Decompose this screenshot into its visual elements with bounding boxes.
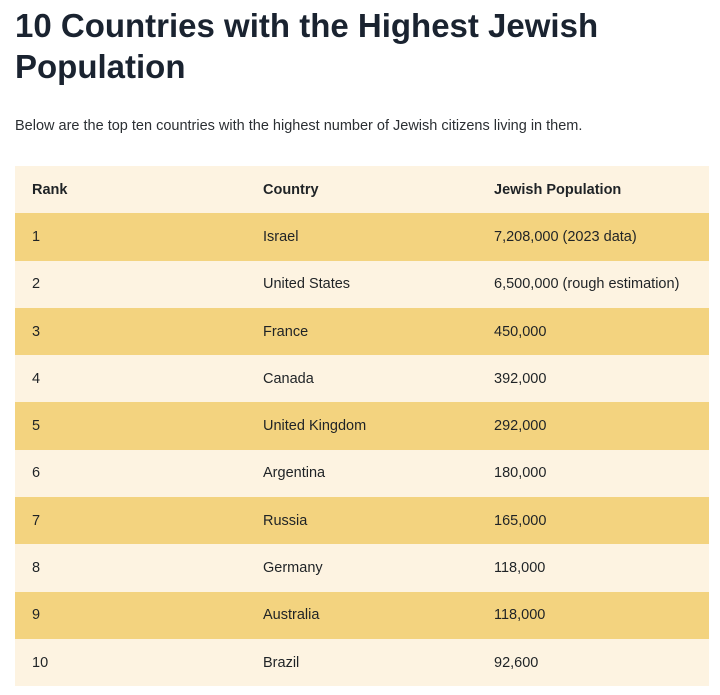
rank-cell: 1 (32, 228, 41, 245)
rank-cell: 3 (32, 323, 41, 340)
population-cell: 6,500,000 (rough estimation) (494, 276, 680, 293)
population-cell: 392,000 (494, 370, 547, 387)
population-cell: 92,600 (494, 654, 539, 671)
page-title: 10 Countries with the Highest Jewish Pop… (15, 7, 599, 85)
table-row: 5 United Kingdom 292,000 (15, 402, 709, 450)
country-cell: United States (263, 276, 351, 293)
rank-cell: 8 (32, 560, 41, 577)
country-cell: Brazil (263, 654, 300, 671)
population-cell: 165,000 (494, 512, 547, 529)
country-cell: Canada (263, 370, 314, 387)
table-row: 3 France 450,000 (15, 307, 709, 356)
table-row: 7 Russia 165,000 (15, 497, 709, 545)
country-cell: Germany (263, 560, 323, 577)
population-cell: 292,000 (494, 418, 547, 435)
table-header-row: Rank Country Jewish Population (15, 166, 709, 214)
country-cell: Israel (263, 228, 299, 245)
population-table: Rank Country Jewish Population 1 Israel … (15, 166, 709, 687)
country-cell: Russia (263, 512, 308, 529)
header-country: Country (263, 181, 319, 198)
rank-cell: 7 (32, 512, 41, 529)
rank-cell: 4 (32, 370, 41, 387)
rank-cell: 5 (32, 418, 41, 435)
country-cell: France (263, 323, 309, 340)
table-row: 1 Israel 7,208,000 (2023 data) (15, 213, 709, 261)
table-row: 10 Brazil 92,600 (15, 638, 709, 687)
header-population: Jewish Population (494, 181, 622, 198)
population-cell: 7,208,000 (2023 data) (494, 228, 637, 245)
rank-cell: 2 (32, 276, 41, 293)
population-cell: 180,000 (494, 465, 547, 482)
intro-paragraph: Below are the top ten countries with the… (15, 118, 583, 134)
table-row: 2 United States 6,500,000 (rough estimat… (15, 260, 709, 308)
population-cell: 118,000 (494, 560, 546, 577)
country-cell: Argentina (263, 465, 326, 482)
country-cell: United Kingdom (263, 418, 367, 435)
table-row: 9 Australia 118,000 (15, 591, 709, 639)
population-cell: 450,000 (494, 323, 547, 340)
table-row: 6 Argentina 180,000 (15, 449, 709, 498)
population-cell: 118,000 (494, 607, 546, 624)
rank-cell: 10 (32, 654, 49, 671)
rank-cell: 6 (32, 465, 41, 482)
header-rank: Rank (32, 181, 68, 198)
table-row: 8 Germany 118,000 (15, 544, 709, 592)
rank-cell: 9 (32, 607, 41, 624)
table-row: 4 Canada 392,000 (15, 355, 709, 403)
country-cell: Australia (263, 607, 320, 624)
